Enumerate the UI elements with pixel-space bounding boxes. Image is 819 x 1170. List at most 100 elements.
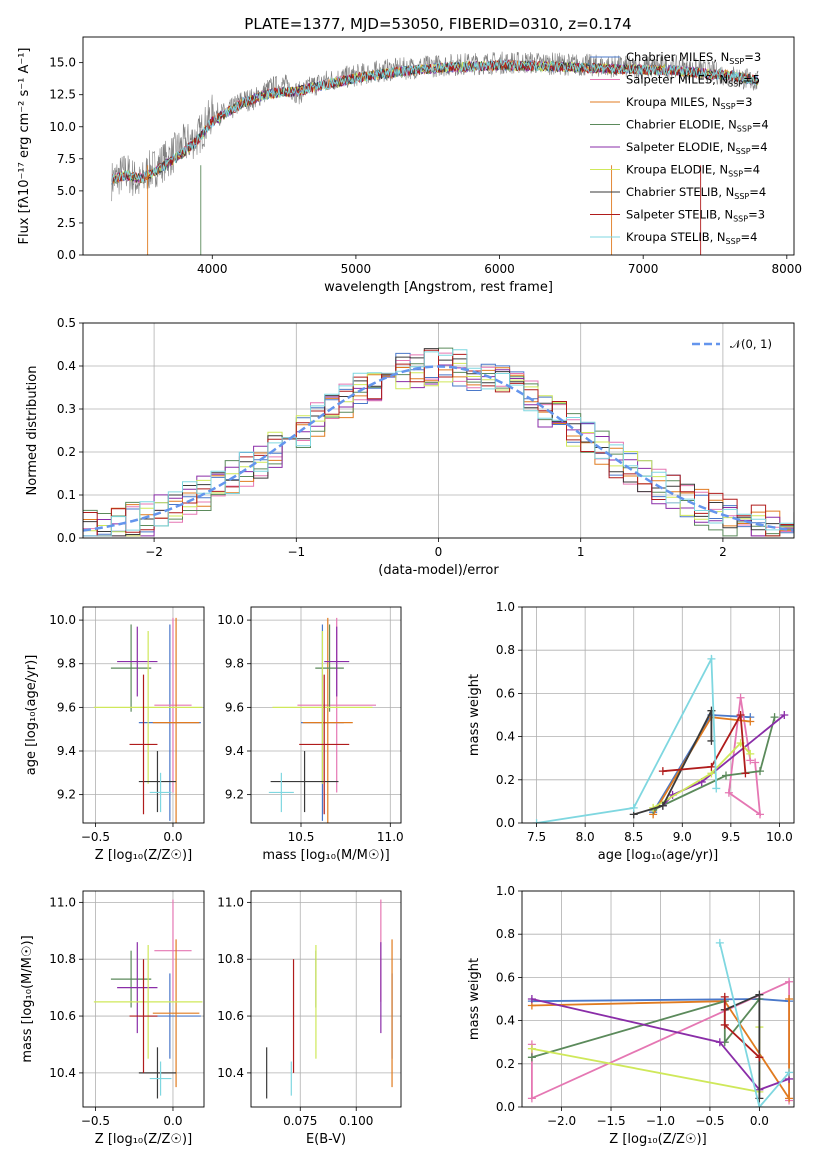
x-tick-label: −1 bbox=[287, 545, 305, 559]
axes-frame bbox=[82, 606, 205, 824]
residual-axes: −2 −1 0 1 2 0.0 0.1 0.2 0.3 0.4 0.5 (data-model)/er… bbox=[25, 316, 794, 578]
weight-marker bbox=[527, 995, 536, 1003]
weight-vs-age-lines bbox=[532, 654, 789, 823]
y-tick-label: 0.3 bbox=[57, 402, 76, 416]
weight-vs-Z-lines bbox=[527, 938, 794, 1107]
weight-marker bbox=[770, 713, 779, 722]
weight-marker bbox=[527, 1094, 536, 1103]
y-tick-label: 0.6 bbox=[496, 686, 515, 700]
legend-label: 𝒩(0, 1) bbox=[730, 337, 772, 351]
weight-line bbox=[718, 942, 790, 1107]
y-tick-label: 11.0 bbox=[217, 895, 244, 909]
x-axis-label: wavelength [Angstrom, rest frame] bbox=[324, 280, 553, 295]
histograms bbox=[83, 347, 794, 537]
x-tick-label: 2 bbox=[719, 545, 727, 559]
legend-label-suffix: =4 bbox=[751, 140, 768, 154]
legend-label-main: Salpeter MILES, N bbox=[626, 73, 728, 87]
legend-label-suffix: =4 bbox=[741, 230, 758, 244]
legend-label: Kroupa ELODIE, NSSP=4 bbox=[626, 163, 760, 179]
y-tick-label: 1.0 bbox=[496, 884, 515, 898]
y-axis-label: mass weight bbox=[467, 958, 482, 1040]
weight-marker bbox=[527, 1053, 536, 1062]
y-tick-label: 0.2 bbox=[496, 1057, 515, 1071]
weight-marker bbox=[741, 769, 750, 778]
x-tick-label: 1 bbox=[577, 545, 585, 559]
legend-label: Salpeter STELIB, NSSP=3 bbox=[626, 208, 765, 224]
y-tick-label: 0.4 bbox=[496, 1014, 515, 1028]
y-tick-label: 9.8 bbox=[225, 657, 244, 671]
y-tick-label: 1.0 bbox=[496, 600, 515, 614]
y-tick-label: 10.4 bbox=[217, 1066, 244, 1080]
y-tick-label: 0.1 bbox=[57, 488, 76, 502]
legend-label-sub: SSP bbox=[728, 170, 743, 179]
weight-marker bbox=[707, 762, 716, 771]
legend-label: Chabrier STELIB, NSSP=4 bbox=[626, 185, 766, 201]
legend-label-suffix: =4 bbox=[743, 163, 760, 177]
spectrum-axes: 4000 5000 6000 7000 8000 0.0 2.5 5.0 7.5 10.0 12.5… bbox=[17, 48, 802, 296]
weight-marker bbox=[755, 990, 764, 999]
y-tick-label: 10.6 bbox=[217, 1009, 244, 1023]
age-vs-mass: 10.5 11.0 9.2 9.4 9.6 9.8 10.0 mass [log₁₀(M/M☉… bbox=[217, 607, 404, 863]
x-tick-label: −1.0 bbox=[646, 1114, 675, 1128]
legend-label-sub: SSP bbox=[734, 192, 749, 201]
x-tick-label: 8000 bbox=[772, 262, 803, 276]
y-tick-label: 9.6 bbox=[57, 700, 76, 714]
legend-label-suffix: =4 bbox=[752, 118, 769, 132]
normal-curve bbox=[83, 365, 794, 532]
weight-line bbox=[536, 655, 718, 823]
model-spectrum bbox=[111, 58, 759, 185]
x-tick-label: 5000 bbox=[341, 262, 372, 276]
legend-label-main: Chabrier STELIB, N bbox=[626, 185, 734, 199]
legend-label-main: Kroupa STELIB, N bbox=[626, 230, 726, 244]
legend-label-sub: SSP bbox=[728, 80, 743, 89]
legend-label-suffix: =4 bbox=[749, 185, 766, 199]
x-tick-label: 6000 bbox=[484, 262, 515, 276]
y-tick-label: 0.8 bbox=[496, 927, 515, 941]
weight-marker bbox=[756, 767, 764, 776]
legend-label-sub: SSP bbox=[721, 102, 736, 111]
y-tick-label: 2.5 bbox=[57, 216, 76, 230]
y-tick-label: 10.8 bbox=[217, 952, 244, 966]
legend-label-sub: SSP bbox=[726, 237, 741, 246]
legend-label: Kroupa MILES, NSSP=3 bbox=[626, 95, 752, 111]
histogram-steps bbox=[83, 364, 794, 537]
x-tick-label: 8.5 bbox=[624, 830, 643, 844]
y-tick-label: 10.4 bbox=[49, 1066, 76, 1080]
legend-label-main: Chabrier MILES, N bbox=[626, 50, 729, 64]
y-tick-label: 10.6 bbox=[49, 1009, 76, 1023]
legend-label-sub: SSP bbox=[733, 215, 748, 224]
weight-marker bbox=[527, 1044, 536, 1053]
y-tick-label: 0.5 bbox=[57, 316, 76, 330]
mass-vs-EBV: 0.075 0.100 10.4 10.6 10.8 11.0 E(B-V) bbox=[217, 891, 401, 1147]
legend-label-sub: SSP bbox=[729, 57, 744, 66]
y-axis-label: mass [log₁₀(M/M☉)] bbox=[20, 935, 35, 1062]
legend-label-main: Salpeter ELODIE, N bbox=[626, 140, 736, 154]
axes-frame bbox=[82, 36, 795, 256]
weight-marker bbox=[746, 717, 755, 726]
y-tick-label: 0.2 bbox=[496, 773, 515, 787]
x-axis-label: age [log₁₀(age/yr)] bbox=[598, 848, 719, 863]
weight-line bbox=[652, 741, 751, 809]
weight-line bbox=[531, 998, 790, 1091]
y-tick-label: 10.0 bbox=[49, 613, 76, 627]
weight-marker bbox=[715, 1038, 724, 1047]
weight-vs-Z: −2.0 −1.5 −1.0 −0.5 0.0 0.0 0.2 0.4 0.6 0.8 1.0 Z [… bbox=[467, 884, 794, 1147]
weight-marker bbox=[658, 801, 667, 810]
x-tick-label: 0.0 bbox=[163, 1114, 182, 1128]
weight-marker bbox=[746, 749, 755, 758]
y-tick-label: 0.8 bbox=[496, 643, 515, 657]
legend-label-suffix: =3 bbox=[748, 208, 765, 222]
x-axis-label: Z [log₁₀(Z/Z☉)] bbox=[95, 1132, 192, 1147]
x-tick-label: −2 bbox=[145, 545, 163, 559]
weight-marker bbox=[756, 810, 764, 819]
legend-label: Kroupa STELIB, NSSP=4 bbox=[626, 230, 757, 246]
y-tick-label: 9.8 bbox=[57, 657, 76, 671]
mass-vs-Z: −0.5 0.0 10.4 10.6 10.8 11.0 Z [log₁₀(Z/Z☉)] ma… bbox=[20, 891, 204, 1147]
x-tick-label: 7.5 bbox=[527, 830, 546, 844]
y-tick-label: 0.6 bbox=[496, 970, 515, 984]
legend-label: Salpeter MILES, NSSP=5 bbox=[626, 73, 760, 89]
x-tick-label: −1.5 bbox=[596, 1114, 625, 1128]
x-tick-label: −0.5 bbox=[81, 830, 110, 844]
